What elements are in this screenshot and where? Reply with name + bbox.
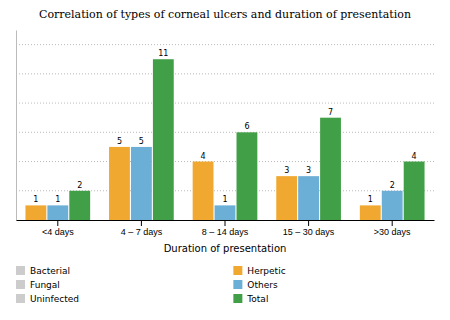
legend-item: Fungal — [16, 280, 60, 290]
data-label: 6 — [244, 122, 249, 131]
grid-line — [16, 161, 434, 162]
x-tick-mark — [141, 220, 142, 226]
bar — [153, 59, 174, 220]
data-label: 1 — [33, 195, 38, 204]
data-label: 2 — [390, 181, 395, 190]
x-tick: >30 days — [374, 220, 411, 237]
legend: Bacterial Fungal Uninfected Herpetic Others T… — [16, 266, 286, 304]
x-tick-mark — [308, 220, 309, 226]
chart: Correlation of types of corneal ulcers a… — [0, 0, 450, 320]
plot: 1543115132211674<4 days4 – 7 days8 – 14 … — [16, 31, 435, 305]
legend-item: Herpetic — [233, 266, 285, 276]
legend-swatch — [16, 280, 25, 289]
y-axis-line — [16, 31, 17, 221]
legend-swatch — [233, 294, 242, 303]
legend-label: Total — [246, 294, 268, 304]
legend-swatch — [16, 294, 25, 303]
bar — [131, 147, 152, 220]
legend-item: Bacterial — [16, 266, 70, 276]
x-tick: 4 – 7 days — [121, 220, 163, 237]
bar — [47, 205, 68, 220]
legend-item: Total — [233, 294, 268, 304]
data-label: 1 — [55, 195, 60, 204]
x-tick-label: 8 – 14 days — [202, 227, 249, 237]
legend-item: Uninfected — [16, 294, 79, 304]
bar — [237, 132, 258, 220]
data-label: 5 — [117, 137, 122, 146]
x-tick-mark — [392, 220, 393, 226]
legend-swatch — [233, 280, 242, 289]
data-labels: 1543115132211674 — [33, 49, 416, 204]
x-tick-label: 4 – 7 days — [121, 227, 163, 237]
data-label: 5 — [139, 137, 144, 146]
grid-line — [16, 103, 434, 104]
x-tick: 15 – 30 days — [283, 220, 335, 237]
legend-swatch — [16, 266, 25, 275]
x-axis: <4 days 4 – 7 days 8 – 14 days 15 – 30 days… — [17, 220, 435, 237]
legend-label: Fungal — [30, 280, 60, 290]
x-tick-label: >30 days — [374, 227, 411, 237]
legend-label: Bacterial — [30, 266, 70, 276]
legend-label: Herpetic — [247, 266, 285, 276]
bar — [215, 205, 236, 220]
bar — [25, 205, 46, 220]
x-tick-mark — [57, 220, 58, 226]
data-label: 7 — [328, 108, 333, 117]
bar — [320, 118, 341, 220]
bar — [360, 205, 381, 220]
data-label: 11 — [158, 49, 168, 58]
data-label: 3 — [306, 166, 311, 175]
legend-label: Uninfected — [30, 294, 79, 304]
bar — [69, 191, 90, 220]
x-axis-title: Duration of presentation — [164, 243, 287, 254]
x-tick: 8 – 14 days — [202, 220, 249, 237]
bar — [109, 147, 130, 220]
data-label: 2 — [77, 181, 82, 190]
x-tick-label: 15 – 30 days — [283, 227, 335, 237]
legend-label: Others — [247, 280, 278, 290]
x-tick: <4 days — [42, 220, 74, 237]
y-axis — [16, 31, 17, 221]
grid-line — [16, 44, 434, 45]
bar — [382, 191, 403, 220]
data-label: 4 — [201, 152, 206, 161]
title: Correlation of types of corneal ulcers a… — [39, 8, 411, 21]
x-tick-label: <4 days — [42, 227, 74, 237]
data-label: 1 — [222, 195, 227, 204]
data-label: 4 — [412, 152, 417, 161]
data-label: 3 — [284, 166, 289, 175]
data-label: 1 — [368, 195, 373, 204]
grid — [16, 45, 434, 191]
bar — [276, 176, 297, 220]
bar — [298, 176, 319, 220]
grid-line — [16, 73, 434, 74]
x-tick-mark — [225, 220, 226, 226]
bar — [404, 162, 425, 220]
bar — [193, 162, 214, 220]
legend-item: Others — [233, 280, 278, 290]
legend-swatch — [233, 266, 242, 275]
bars — [25, 59, 424, 220]
grid-line — [16, 132, 434, 133]
